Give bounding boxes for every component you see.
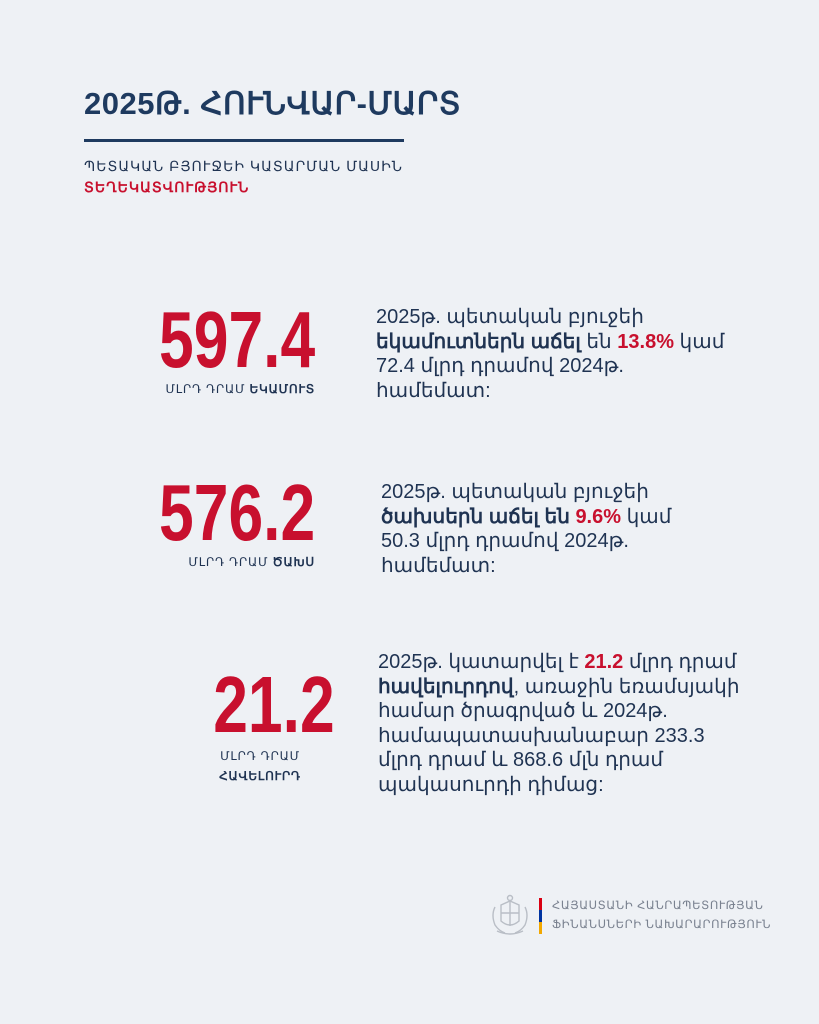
expenditure-text-bold: ծախսերն աճել են — [381, 505, 570, 528]
ministry-name-line-1: ՀԱՅԱՍՏԱՆԻ ՀԱՆՐԱՊԵՏՈՒԹՅԱՆ — [552, 900, 764, 912]
expenditure-value: 576.2 — [158, 468, 315, 557]
ministry-name: ՀԱՅԱՍՏԱՆԻ ՀԱՆՐԱՊԵՏՈՒԹՅԱՆ ՖԻՆԱՆՍՆԵՐԻ ՆԱԽԱ… — [552, 897, 771, 935]
surplus-text-bold: հավելուրդով — [378, 675, 514, 698]
expenditure-caption-bold: ԾԱԽՍ — [272, 555, 315, 569]
surplus-value: 21.2 — [213, 660, 335, 749]
surplus-description: 2025թ. կատարվել է 21.2 մլրդ դրամ հավելու… — [378, 650, 748, 797]
surplus-highlight: 21.2 — [584, 651, 624, 673]
expenditure-percent: 9.6% — [575, 505, 622, 528]
surplus-stat: 21.2 ՄԼՐԴ ԴՐԱՄ ՀԱՎԵԼՈՒՐԴ — [200, 660, 335, 785]
expenditure-caption-prefix: ՄԼՐԴ ԴՐԱՄ — [188, 555, 269, 569]
page-title: 2025Թ. ՀՈՒՆՎԱՐ-ՄԱՐՏ — [84, 86, 462, 121]
armenian-coat-of-arms-icon — [492, 894, 528, 935]
revenue-caption-bold: ԵԿԱՄՈՒՏ — [249, 382, 315, 396]
revenue-caption: ՄԼՐԴ ԴՐԱՄ ԵԿԱՄՈՒՏ — [115, 382, 315, 396]
surplus-text-2: մլրդ դրամ — [628, 651, 737, 673]
armenian-flag-icon — [539, 898, 542, 934]
expenditure-caption: ՄԼՐԴ ԴՐԱՄ ԾԱԽՍ — [115, 555, 315, 569]
expenditure-text-3: կամ 50.3 մլրդ դրամով 2024թ. համեմատ: — [381, 505, 672, 577]
title-divider — [84, 139, 404, 142]
ministry-footer: ՀԱՅԱՍՏԱՆԻ ՀԱՆՐԱՊԵՏՈՒԹՅԱՆ ՖԻՆԱՆՍՆԵՐԻ ՆԱԽԱ… — [487, 893, 771, 939]
expenditure-text-1: 2025թ. պետական բյուջեի — [381, 481, 649, 503]
expenditure-stat: 576.2 ՄԼՐԴ ԴՐԱՄ ԾԱԽՍ — [115, 468, 315, 570]
revenue-description: 2025թ. պետական բյուջեի եկամուտներն աճել … — [376, 305, 736, 403]
subtitle: ՊԵՏԱԿԱՆ ԲՅՈՒՋԵԻ ԿԱՏԱՐՄԱՆ ՄԱՍԻՆ — [84, 158, 404, 174]
revenue-percent: 13.8% — [617, 330, 674, 353]
revenue-caption-prefix: ՄԼՐԴ ԴՐԱՄ — [165, 382, 246, 396]
surplus-caption-bold: ՀԱՎԵԼՈՒՐԴ — [219, 769, 301, 783]
revenue-text-2: են — [586, 330, 612, 353]
revenue-text-3: կամ 72.4 մլրդ դրամով 2024թ. համեմատ: — [376, 330, 725, 402]
subtitle-accent: ՏԵՂԵԿԱՏՎՈՒԹՅՈՒՆ — [84, 179, 250, 195]
revenue-value: 597.4 — [158, 295, 315, 384]
revenue-text-1: 2025թ. պետական բյուջեի — [376, 306, 644, 328]
revenue-text-bold: եկամուտներն աճել — [376, 330, 581, 353]
revenue-stat: 597.4 ՄԼՐԴ ԴՐԱՄ ԵԿԱՄՈՒՏ — [115, 295, 315, 397]
expenditure-description: 2025թ. պետական բյուջեի ծախսերն աճել են 9… — [381, 480, 681, 578]
surplus-caption-prefix: ՄԼՐԴ ԴՐԱՄ — [220, 749, 300, 763]
surplus-text-3: , առաջին եռամսյակի համար ծրագրված և 2024… — [378, 675, 740, 796]
surplus-text-1: 2025թ. կատարվել է — [378, 651, 579, 673]
ministry-name-line-2: ՖԻՆԱՆՍՆԵՐԻ ՆԱԽԱՐԱՐՈՒԹՅՈՒՆ — [552, 919, 772, 931]
